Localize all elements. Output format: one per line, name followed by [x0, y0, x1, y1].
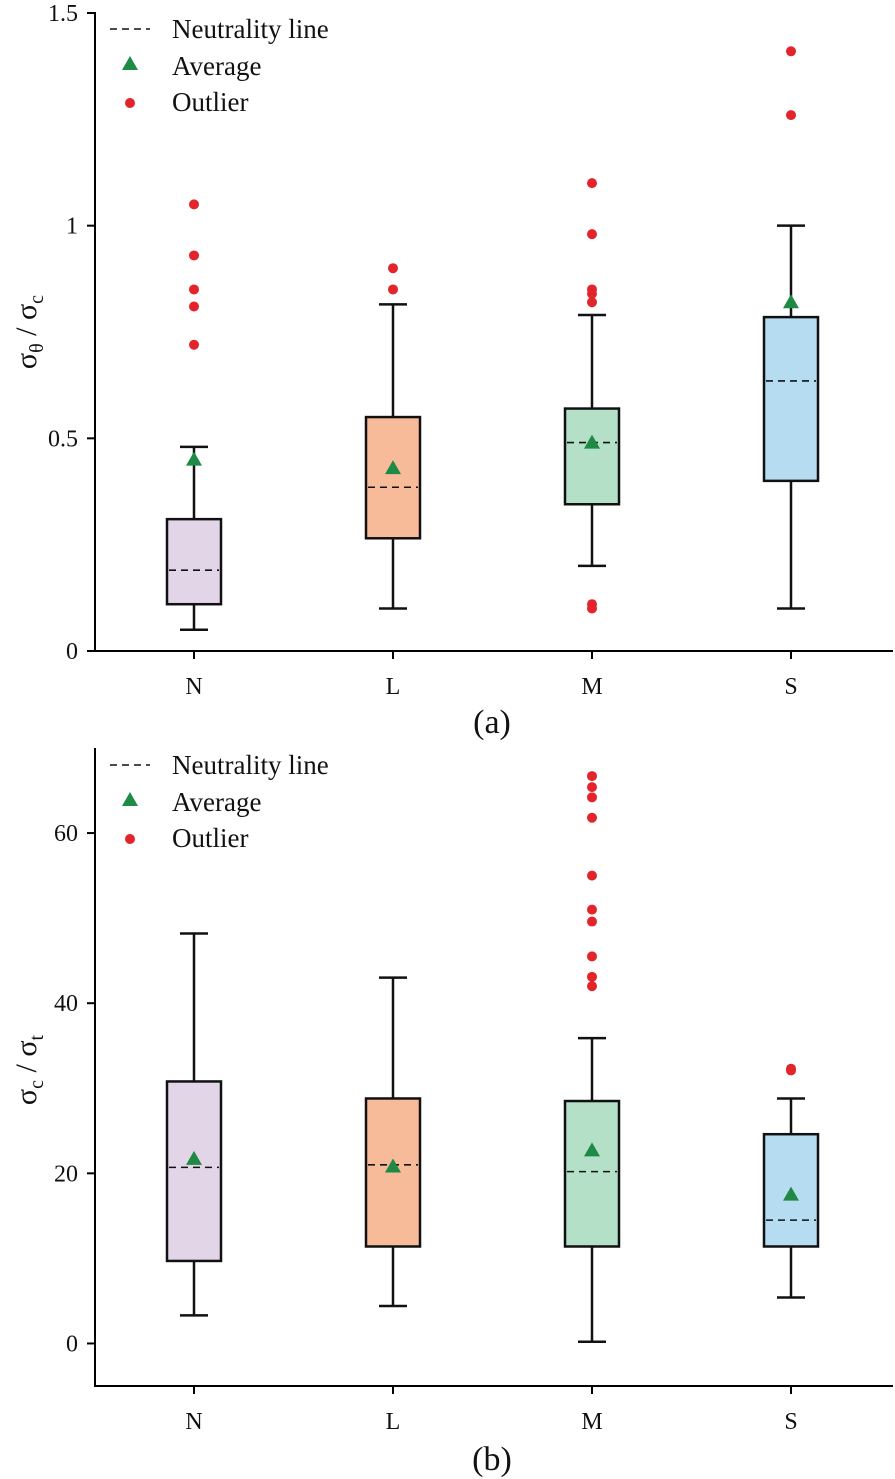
outlier-point — [189, 284, 199, 295]
average-marker — [186, 1150, 202, 1165]
panel-b-x-tick-label: L — [386, 1409, 401, 1435]
panel-a-y-tick-label: 1.5 — [48, 1, 78, 27]
average-marker — [385, 1158, 401, 1173]
panel-b-y-tick-label: 0 — [66, 1331, 78, 1357]
panel-a-box-M — [563, 178, 621, 614]
panel-b-legend-neutrality-label: Neutrality line — [172, 750, 329, 780]
panel-a-caption: (a) — [473, 704, 511, 741]
panel-b-legend-average-marker — [122, 792, 138, 806]
outlier-point — [786, 1063, 796, 1074]
average-marker — [783, 294, 799, 309]
outlier-point — [587, 951, 597, 962]
outlier-point — [587, 284, 597, 295]
panel-b-x-tick-label: S — [784, 1409, 797, 1435]
outlier-point — [587, 297, 597, 308]
outlier-point — [587, 792, 597, 803]
panel-b-x-tick-label: N — [185, 1409, 202, 1435]
outlier-point — [388, 284, 398, 295]
outlier-point — [388, 263, 398, 274]
panel-b-y-tick-label: 20 — [54, 1161, 78, 1187]
panel-b-x-tick-label: M — [581, 1409, 602, 1435]
panel-a-legend-average-marker — [122, 56, 138, 70]
outlier-point — [587, 178, 597, 189]
panel-a-legend-outlier-marker — [125, 98, 135, 108]
outlier-point — [189, 301, 199, 312]
average-marker — [584, 434, 600, 449]
panel-a-box-N — [165, 199, 223, 631]
iqr-box — [762, 315, 820, 483]
outlier-point — [587, 812, 597, 823]
panel-b-legend-average-label: Average — [172, 787, 261, 817]
panel-b-y-tick-label: 60 — [54, 821, 78, 847]
outlier-point — [189, 250, 199, 261]
panel-a-x-tick-label: N — [185, 674, 202, 700]
panel-a-x-tick-label: M — [581, 674, 602, 700]
panel-b-y-label: σc / σt — [10, 1034, 48, 1105]
outlier-point — [587, 916, 597, 927]
outlier-point — [786, 110, 796, 121]
average-marker — [783, 1186, 799, 1201]
average-marker — [385, 460, 401, 475]
iqr-box — [563, 1099, 621, 1248]
panel-b-box-S — [762, 1063, 820, 1299]
panel-a-legend-outlier-label: Outlier — [172, 87, 248, 117]
panel-a-y-tick-label: 1 — [66, 214, 78, 240]
panel-a-chart: 0 0.5 1 1.5 N L M S σθ / σc (a) Neutrality line… — [10, 1, 893, 741]
panel-b-chart: 0 20 40 60 N L M S σc / σt (b) Neutrality line … — [10, 748, 893, 1478]
outlier-point — [587, 599, 597, 610]
iqr-box — [165, 517, 223, 606]
average-marker — [186, 451, 202, 466]
panel-b-box-M — [563, 771, 621, 1344]
panel-a-y-tick-label: 0 — [66, 639, 78, 665]
panel-b-legend-outlier-marker — [125, 834, 135, 844]
panel-a-legend: Neutrality line Average Outlier — [110, 14, 329, 117]
panel-a-y-tick-label: 0.5 — [48, 426, 78, 452]
outlier-point — [587, 870, 597, 881]
panel-b-y-tick-label: 40 — [54, 991, 78, 1017]
iqr-box — [165, 1080, 223, 1263]
outlier-point — [587, 971, 597, 982]
panel-a-y-label: σθ / σc — [10, 295, 48, 369]
panel-a-box-L — [364, 263, 422, 610]
panel-b-legend-outlier-label: Outlier — [172, 823, 248, 853]
outlier-point — [189, 199, 199, 210]
outlier-point — [587, 782, 597, 793]
panel-b-box-L — [364, 976, 422, 1308]
panel-a-legend-average-label: Average — [172, 51, 261, 81]
panel-a-x-tick-label: L — [386, 674, 401, 700]
panel-a-legend-neutrality-label: Neutrality line — [172, 14, 329, 44]
average-marker — [584, 1142, 600, 1157]
panel-a-box-S — [762, 46, 820, 610]
outlier-point — [786, 46, 796, 57]
iqr-box — [364, 415, 422, 540]
panel-a-x-tick-label: S — [784, 674, 797, 700]
outlier-point — [587, 771, 597, 782]
outlier-point — [587, 981, 597, 992]
panel-b-caption: (b) — [472, 1441, 512, 1478]
outlier-point — [189, 339, 199, 350]
outlier-point — [587, 229, 597, 240]
iqr-box — [563, 407, 621, 506]
outlier-point — [587, 904, 597, 915]
panel-b-box-N — [165, 932, 223, 1317]
panel-b-legend: Neutrality line Average Outlier — [110, 750, 329, 853]
